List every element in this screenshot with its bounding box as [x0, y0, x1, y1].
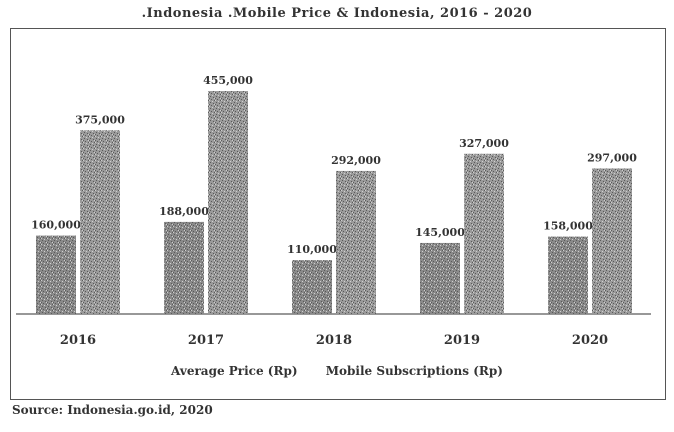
- bar-2017-series-1: [164, 221, 204, 314]
- bar-2016-series-1: [36, 235, 76, 314]
- data-label-2016-series-2: 375,000: [75, 113, 125, 126]
- bar-2017-series-2: [208, 91, 248, 314]
- x-tick-label-2017: 2017: [188, 333, 224, 348]
- bar-2018-series-2: [336, 170, 376, 314]
- chart-frame: 160,000 375,000 2016 188,000 455,000 2017 110,…: [10, 28, 666, 400]
- legend: Average Price (Rp) Mobile Subscriptions …: [0, 364, 674, 378]
- bar-2018-series-1: [292, 260, 332, 314]
- x-tick-label-2020: 2020: [572, 333, 608, 348]
- x-tick-label-2019: 2019: [444, 333, 480, 348]
- data-label-2018-series-2: 292,000: [331, 154, 381, 167]
- data-label-2020-series-1: 158,000: [543, 220, 593, 233]
- bar-2016-series-2: [80, 130, 120, 314]
- bar-2020-series-2: [592, 168, 632, 314]
- plot-area: 160,000 375,000 2016 188,000 455,000 2017 110,…: [16, 74, 651, 348]
- bar-2019-series-1: [420, 242, 460, 314]
- legend-item-series-2: Mobile Subscriptions (Rp): [325, 364, 503, 378]
- data-label-2020-series-2: 297,000: [587, 151, 637, 164]
- data-label-2018-series-1: 110,000: [287, 243, 337, 256]
- data-label-2017-series-2: 455,000: [203, 74, 253, 87]
- data-label-2019-series-1: 145,000: [415, 226, 465, 239]
- data-label-2019-series-2: 327,000: [459, 137, 509, 150]
- chart-title: .Indonesia .Mobile Price & Indonesia, 20…: [141, 6, 533, 21]
- legend-item-series-1: Average Price (Rp): [171, 364, 298, 378]
- source-note: Source: Indonesia.go.id, 2020: [12, 403, 213, 417]
- x-tick-label-2016: 2016: [60, 333, 96, 348]
- bar-2019-series-2: [464, 153, 504, 314]
- data-label-2016-series-1: 160,000: [31, 219, 81, 232]
- x-tick-label-2018: 2018: [316, 333, 352, 348]
- data-label-2017-series-1: 188,000: [159, 205, 209, 218]
- bar-2020-series-1: [548, 236, 588, 314]
